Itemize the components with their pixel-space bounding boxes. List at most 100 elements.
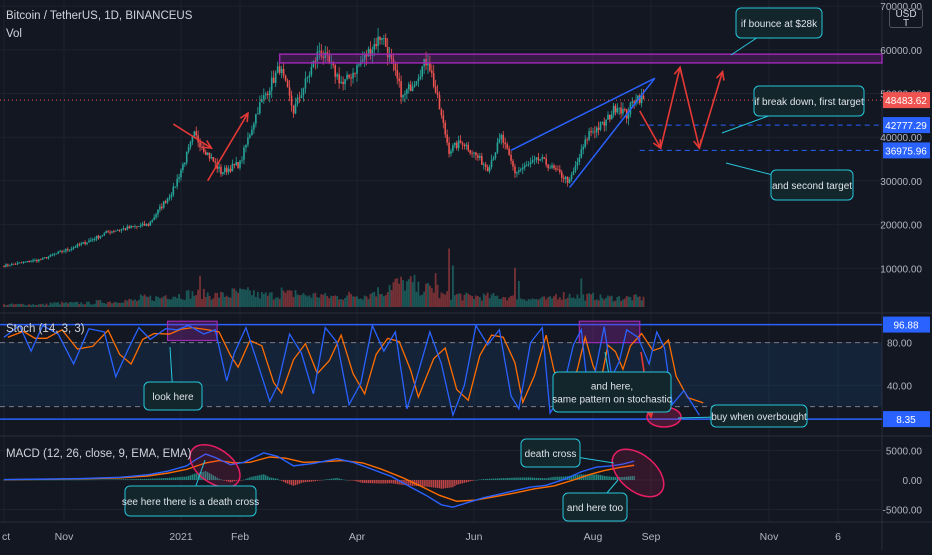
candle-body xyxy=(488,167,491,172)
volume-bar xyxy=(616,297,619,307)
candle-body xyxy=(523,165,526,168)
candle-body xyxy=(580,149,583,158)
candle-body xyxy=(514,166,516,174)
macd-histogram-bar xyxy=(574,475,577,480)
volume-bar xyxy=(539,298,542,307)
macd-histogram-bar xyxy=(92,479,94,481)
macd-histogram-bar xyxy=(122,479,125,480)
macd-histogram-bar xyxy=(225,480,228,482)
candle-body xyxy=(473,152,475,154)
volume-bar xyxy=(182,299,184,307)
macd-histogram-bar xyxy=(86,479,88,481)
volume-bar xyxy=(415,291,418,307)
volume-bar xyxy=(139,294,142,307)
volume-bar xyxy=(220,291,222,307)
candle-body xyxy=(180,170,182,178)
candle-body xyxy=(475,152,477,156)
macd-histogram-bar xyxy=(163,478,165,480)
volume-bar xyxy=(531,298,534,307)
volume-bar xyxy=(588,293,590,307)
volume-bar xyxy=(525,301,528,307)
candle-body xyxy=(586,139,588,141)
candle-body xyxy=(193,131,196,137)
candle-body xyxy=(126,226,129,230)
volume-bar xyxy=(256,291,259,307)
macd-histogram-bar xyxy=(340,478,342,480)
currency-toggle-button[interactable]: USD T xyxy=(889,8,923,29)
macd-histogram-bar xyxy=(290,480,293,486)
macd-histogram-bar xyxy=(471,480,473,481)
volume-bar xyxy=(427,282,429,307)
macd-histogram-bar xyxy=(492,478,495,480)
macd-histogram-bar xyxy=(362,480,364,483)
volume-bar xyxy=(312,293,315,307)
macd-histogram-bar xyxy=(631,476,633,480)
macd-axis-label: -5000.00 xyxy=(883,506,923,517)
volume-bar xyxy=(160,297,163,307)
macd-histogram-bar xyxy=(164,478,167,480)
volume-bar xyxy=(32,304,34,307)
candle-body xyxy=(5,264,7,267)
candle-body xyxy=(436,92,439,96)
volume-bar xyxy=(47,305,50,307)
candle-body xyxy=(398,78,400,82)
macd-histogram-bar xyxy=(386,480,389,484)
candle-body xyxy=(16,262,19,265)
volume-bar xyxy=(627,296,630,307)
trend-arrow xyxy=(639,110,662,149)
volume-bar xyxy=(128,298,131,307)
candle-body xyxy=(28,261,30,263)
candle-body xyxy=(336,74,338,77)
volume-bar xyxy=(508,297,511,307)
price-axis-label: 30000.00 xyxy=(880,177,922,188)
candle-body xyxy=(633,101,635,104)
volume-bar xyxy=(216,292,219,307)
macd-histogram-bar xyxy=(394,480,397,484)
volume-bar xyxy=(409,276,412,307)
candle-body xyxy=(467,144,470,151)
macd-histogram-bar xyxy=(559,476,561,480)
volume-bar xyxy=(166,298,169,307)
volume-bar xyxy=(545,299,548,307)
macd-histogram-bar xyxy=(247,478,249,480)
volume-bar xyxy=(605,297,607,307)
volume-bar xyxy=(404,290,406,307)
macd-histogram-bar xyxy=(274,478,277,480)
macd-histogram-bar xyxy=(404,480,406,486)
candle-body xyxy=(535,157,538,160)
candle-body xyxy=(105,231,107,234)
macd-histogram-bar xyxy=(82,479,84,481)
macd-histogram-bar xyxy=(498,478,501,480)
candle-body xyxy=(107,231,109,233)
macd-histogram-bar xyxy=(555,476,557,480)
volume-bar xyxy=(564,298,567,307)
macd-histogram-bar xyxy=(488,478,491,480)
volume-bar xyxy=(180,298,182,307)
volume-bar xyxy=(284,292,287,307)
candle-body xyxy=(578,157,581,162)
volume-bar xyxy=(592,292,594,307)
macd-histogram-bar xyxy=(520,477,522,480)
macd-histogram-bar xyxy=(609,476,611,480)
candle-body xyxy=(257,113,259,115)
candle-body xyxy=(568,179,571,183)
candle-body xyxy=(68,249,71,251)
volume-bar xyxy=(336,296,339,307)
macd-line xyxy=(3,452,635,508)
candle-body xyxy=(206,152,209,155)
stoch-value-tag xyxy=(883,316,930,333)
volume-bar xyxy=(201,299,203,307)
volume-bar xyxy=(421,294,424,307)
macd-histogram-bar xyxy=(310,480,313,482)
volume-bar xyxy=(612,301,615,307)
macd-histogram-bar xyxy=(350,480,352,481)
macd-histogram-bar xyxy=(288,480,291,485)
candle-body xyxy=(122,228,125,230)
macd-histogram-bar xyxy=(423,480,425,487)
volume-bar xyxy=(227,297,230,307)
macd-histogram-bar xyxy=(603,475,605,480)
trend-arrow xyxy=(172,123,212,149)
macd-histogram-bar xyxy=(109,479,111,480)
